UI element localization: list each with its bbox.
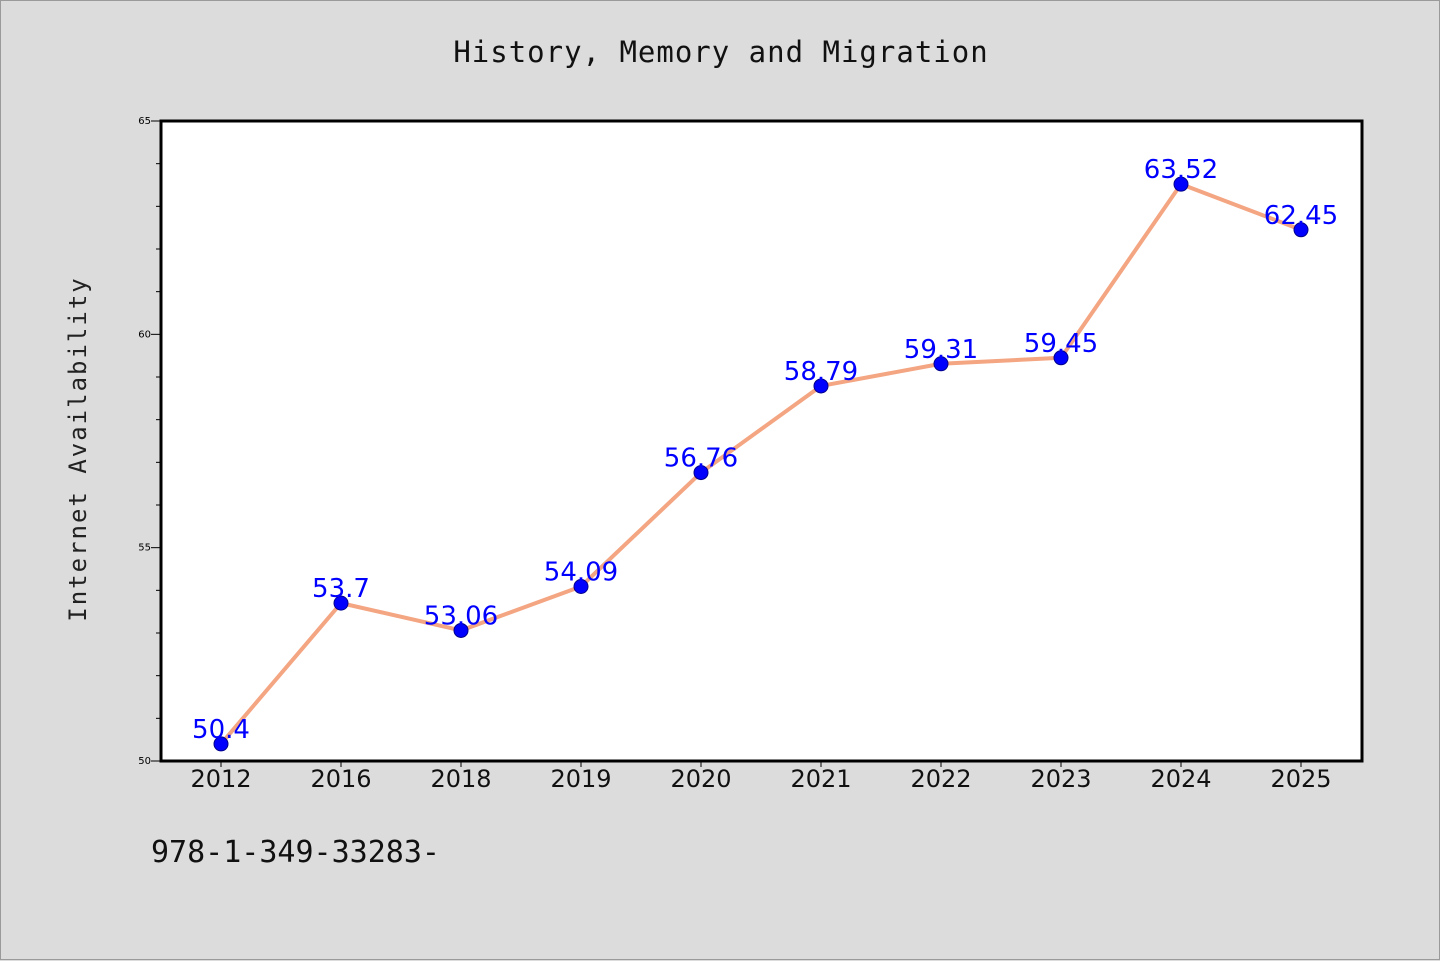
x-tick-label: 2021: [790, 765, 851, 793]
data-points: [213, 176, 1309, 752]
series-line: [219, 182, 1303, 746]
data-point: [573, 578, 589, 594]
data-point: [933, 356, 949, 372]
data-label: 50.4: [192, 715, 250, 745]
axis-ticks: 50 55 60 65 2012 2016 2018 2019 2020 2021 2022 2023…: [138, 116, 1331, 793]
x-tick-label: 2023: [1030, 765, 1091, 793]
x-tick-label: 2025: [1270, 765, 1331, 793]
footer-code: 978-1-349-33283-: [151, 835, 440, 870]
series-line-layer: [219, 182, 1303, 746]
y-tick-label: 65: [138, 116, 151, 127]
x-tick-label: 2012: [190, 765, 251, 793]
data-label: 59.45: [1024, 329, 1098, 359]
data-label: 59.31: [904, 335, 978, 365]
data-point: [1173, 176, 1189, 192]
data-point: [813, 378, 829, 394]
x-tick-label: 2024: [1150, 765, 1211, 793]
data-point: [213, 736, 229, 752]
chart-title: History, Memory and Migration: [453, 35, 989, 69]
plot-area: [159, 119, 1364, 763]
y-tick-label: 50: [138, 756, 151, 767]
data-point: [693, 465, 709, 481]
x-tick-label: 2018: [430, 765, 491, 793]
data-label: 53.06: [424, 601, 498, 631]
data-label: 63.52: [1144, 155, 1218, 185]
x-tick-label: 2022: [910, 765, 971, 793]
data-labels: 50.4 53.7 53.06 54.09 56.76 58.79 59.31 59.45 63…: [192, 155, 1338, 745]
data-label: 62.45: [1264, 201, 1338, 231]
data-point: [453, 622, 469, 638]
data-label: 53.7: [312, 574, 370, 604]
data-point: [333, 595, 349, 611]
x-tick-label: 2019: [550, 765, 611, 793]
y-tick-label: 60: [138, 329, 151, 340]
x-tick-label: 2016: [310, 765, 371, 793]
x-tick-label: 2020: [670, 765, 731, 793]
data-label: 56.76: [664, 444, 738, 474]
data-point: [1293, 222, 1309, 238]
data-label: 54.09: [544, 557, 618, 587]
y-tick-label: 55: [138, 543, 151, 554]
data-label: 58.79: [784, 357, 858, 387]
data-point: [1053, 350, 1069, 366]
